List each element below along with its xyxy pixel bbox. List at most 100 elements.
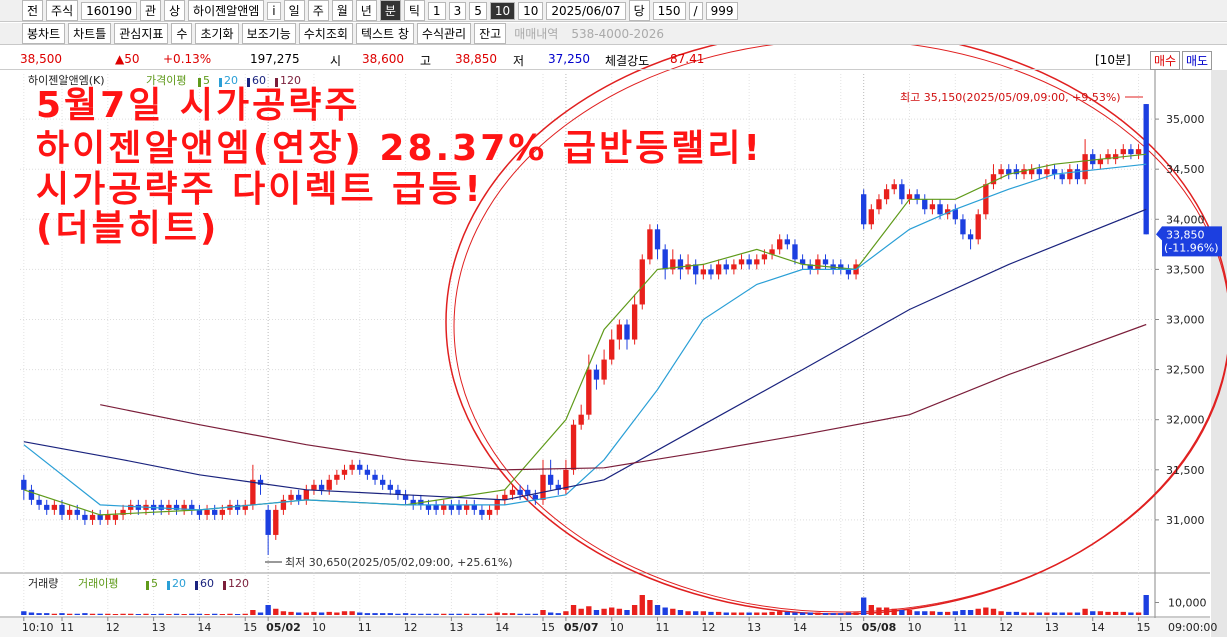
legend-swatch bbox=[195, 581, 198, 590]
candle-body bbox=[21, 479, 27, 490]
candle-body bbox=[700, 269, 707, 275]
toolbar-button[interactable]: 관심지표 bbox=[114, 23, 169, 44]
legend-entry: 5 bbox=[151, 577, 158, 590]
toolbar-button[interactable]: 수치조회 bbox=[298, 23, 353, 44]
volume-bar bbox=[769, 611, 775, 615]
x-tick-label: 15 bbox=[839, 621, 853, 634]
toolbar-button[interactable]: 잔고 bbox=[474, 23, 507, 44]
volume-bar bbox=[280, 611, 287, 615]
toolbar-button[interactable]: 당 bbox=[628, 0, 650, 21]
candle-body bbox=[952, 209, 958, 220]
overlay-line: 하이젠알앤엠(연장) 28.37% 급반등랠리! bbox=[36, 128, 763, 169]
legend-swatch bbox=[198, 78, 201, 87]
period-label: [10분] bbox=[1095, 53, 1131, 67]
y-tick-label: 33,500 bbox=[1166, 263, 1205, 276]
candle-body bbox=[296, 494, 302, 500]
toolbar-button[interactable]: 하이젠알앤엠 bbox=[188, 0, 265, 21]
volume-bar bbox=[723, 612, 729, 615]
toolbar-button[interactable]: 보조기능 bbox=[241, 23, 296, 44]
toolbar-button[interactable]: 5 bbox=[469, 1, 487, 20]
candle-body bbox=[708, 269, 714, 275]
toolbar-button[interactable]: 999 bbox=[705, 1, 739, 20]
toolbar-button[interactable]: 2025/06/07 bbox=[546, 1, 626, 20]
candle-body bbox=[1082, 154, 1088, 180]
quote-field: 38,600 bbox=[362, 52, 404, 66]
volume-bar bbox=[838, 613, 844, 615]
volume-bar bbox=[830, 613, 836, 615]
candle-body bbox=[769, 249, 775, 255]
toolbar-button[interactable]: 전 bbox=[22, 0, 44, 21]
toolbar-button[interactable]: 초기화 bbox=[195, 23, 239, 44]
buy-button[interactable]: 매수 bbox=[1150, 51, 1181, 70]
toolbar-button[interactable]: 텍스트 창 bbox=[355, 23, 414, 44]
volume-bar bbox=[540, 610, 546, 615]
toolbar-button[interactable]: 월 bbox=[331, 0, 353, 21]
volume-bar bbox=[807, 612, 813, 615]
volume-bar bbox=[1112, 611, 1119, 615]
toolbar-button[interactable]: 538-4000-2026 bbox=[571, 26, 665, 41]
volume-bar bbox=[105, 613, 111, 615]
volume-bar bbox=[74, 613, 80, 615]
toolbar-button[interactable]: 3 bbox=[448, 1, 467, 20]
candle-body bbox=[189, 504, 195, 510]
legend-entry: 20 bbox=[172, 577, 186, 590]
legend-entry: 120 bbox=[228, 577, 249, 590]
quote-field: +0.13% bbox=[163, 52, 212, 66]
toolbar-button[interactable]: 봉차트 bbox=[22, 23, 66, 44]
x-tick-label: 05/07 bbox=[564, 621, 599, 634]
x-tick-label: 12 bbox=[106, 621, 120, 634]
y-tick-label: 32,000 bbox=[1166, 414, 1205, 427]
toolbar-button[interactable]: 주 bbox=[307, 0, 329, 21]
volume-bar bbox=[1051, 612, 1058, 615]
candle-body bbox=[89, 514, 96, 520]
candle-body bbox=[379, 479, 386, 485]
volume-bar bbox=[196, 613, 203, 615]
volume-bar bbox=[983, 607, 989, 615]
volume-bar bbox=[715, 611, 722, 615]
toolbar-button[interactable]: 일 bbox=[283, 0, 305, 21]
candle-body bbox=[1128, 149, 1134, 155]
toolbar-button[interactable]: 주식 bbox=[46, 0, 79, 21]
volume-bar bbox=[303, 612, 309, 615]
x-tick-label: 15 bbox=[541, 621, 555, 634]
legend-entry: 5 bbox=[203, 74, 210, 87]
toolbar-button[interactable]: 160190 bbox=[81, 1, 137, 20]
high-annotation: 최고 35,150(2025/05/09,09:00, +9.53%) bbox=[900, 91, 1121, 104]
toolbar-button[interactable]: 수 bbox=[171, 23, 193, 44]
toolbar-button[interactable]: 틱 bbox=[403, 0, 425, 21]
toolbar-button[interactable]: 분 bbox=[379, 0, 401, 21]
price-tag-value: 33,850 bbox=[1166, 228, 1205, 241]
toolbar-button[interactable]: 1 bbox=[427, 1, 446, 20]
overlay-line: 시가공략주 다이렉트 급등! bbox=[36, 169, 484, 210]
candle-body bbox=[441, 504, 447, 510]
toolbar-button[interactable]: 년 bbox=[355, 0, 377, 21]
toolbar-button[interactable]: 10 bbox=[518, 1, 544, 20]
volume-bar bbox=[631, 605, 638, 615]
volume-bar bbox=[448, 613, 455, 615]
candle-body bbox=[51, 504, 58, 510]
toolbar-button[interactable]: / bbox=[688, 1, 703, 20]
toolbar-button[interactable]: 10 bbox=[489, 1, 516, 20]
x-tick-label: 13 bbox=[152, 621, 166, 634]
scrollbar[interactable] bbox=[1211, 70, 1227, 637]
x-tick-label: 13 bbox=[747, 621, 761, 634]
candle-body bbox=[555, 484, 561, 490]
candle-body bbox=[601, 359, 607, 380]
candle-body bbox=[807, 264, 813, 270]
volume-bar bbox=[517, 613, 523, 615]
toolbar-button[interactable]: 수식관리 bbox=[416, 23, 472, 44]
volume-bar bbox=[265, 605, 271, 615]
sell-button[interactable]: 매도 bbox=[1182, 51, 1213, 70]
toolbar-button[interactable]: 매매내역 bbox=[514, 27, 559, 41]
candle-body bbox=[570, 424, 577, 470]
toolbar-button[interactable]: 관 bbox=[139, 0, 161, 21]
volume-bar bbox=[586, 606, 592, 615]
toolbar-button[interactable]: i bbox=[267, 1, 281, 20]
volume-bar bbox=[36, 613, 42, 615]
candle-body bbox=[349, 464, 355, 470]
toolbar-button[interactable]: 차트틀 bbox=[68, 23, 112, 44]
toolbar-button[interactable]: 150 bbox=[652, 1, 686, 20]
toolbar-button[interactable]: 상 bbox=[164, 0, 186, 21]
